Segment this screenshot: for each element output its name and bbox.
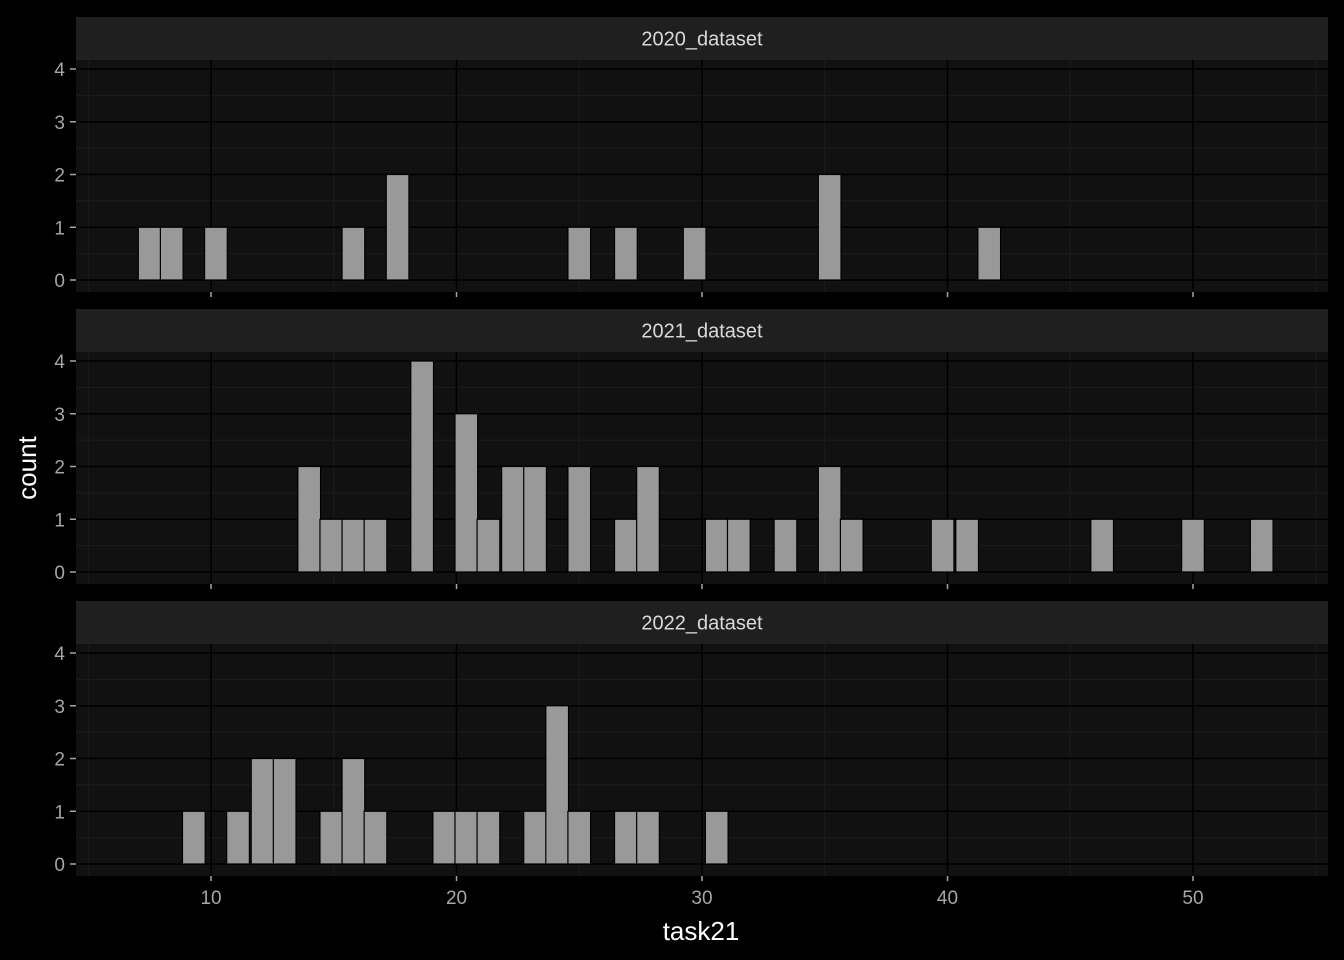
histogram-bar — [476, 810, 501, 865]
y-tick-label: 3 — [54, 113, 65, 134]
histogram-bar — [250, 757, 275, 865]
y-tick-label: 1 — [54, 510, 65, 531]
y-tick-label: 1 — [54, 802, 65, 823]
y-tick-label: 3 — [54, 697, 65, 718]
histogram-bar — [203, 226, 228, 281]
facet-strip — [76, 601, 1328, 644]
histogram-bar — [363, 810, 388, 865]
histogram-bar — [704, 810, 729, 865]
histogram-bar — [181, 810, 206, 865]
y-tick-label: 3 — [54, 405, 65, 426]
x-tick-label: 50 — [1182, 888, 1203, 909]
histogram-bar — [955, 518, 980, 573]
histogram-bar — [523, 465, 548, 573]
histogram-bar — [704, 518, 729, 573]
histogram-bar — [341, 757, 366, 865]
histogram-bar — [319, 518, 344, 573]
histogram-bar — [1249, 518, 1274, 573]
facet-strip-label: 2021_dataset — [641, 321, 763, 343]
histogram-bar — [272, 757, 297, 865]
histogram-bar — [454, 413, 479, 573]
y-tick-label: 2 — [54, 750, 65, 771]
histogram-bar — [773, 518, 798, 573]
facet-strip-label: 2022_dataset — [641, 613, 763, 635]
y-axis-title: count — [12, 435, 42, 499]
histogram-bar — [567, 465, 592, 573]
y-tick-label: 4 — [54, 352, 65, 373]
facet-strip — [76, 309, 1328, 352]
x-axis: 10 20 30 40 50 — [200, 888, 1203, 909]
x-axis-title: task21 — [663, 916, 740, 946]
histogram-bar — [523, 810, 548, 865]
y-tick-label: 4 — [54, 644, 65, 665]
histogram-bar — [977, 226, 1002, 281]
y-tick-label: 0 — [54, 271, 65, 292]
histogram-bar — [545, 705, 570, 865]
facet-strip — [76, 17, 1328, 60]
histogram-bar — [159, 226, 184, 281]
x-tick-label: 30 — [691, 888, 712, 909]
facet-strip-label: 2020_dataset — [641, 29, 763, 51]
histogram-bar — [839, 518, 864, 573]
histogram-bar — [817, 465, 842, 573]
histogram-bar — [476, 518, 501, 573]
histogram-bar — [636, 810, 660, 865]
histogram-bar — [1181, 518, 1205, 573]
histogram-bar — [817, 173, 842, 281]
facet-panels: 2020_dataset012342021_dataset012342022_d… — [54, 17, 1328, 881]
histogram-bar — [341, 226, 366, 281]
histogram-bar — [567, 226, 592, 281]
y-tick-label: 2 — [54, 458, 65, 479]
facet-2020_dataset: 2020_dataset 0 1 2 3 4 — [54, 17, 1328, 297]
y-tick-label: 1 — [54, 218, 65, 239]
histogram-bar — [613, 226, 638, 281]
facet-2021_dataset: 2021_dataset 0 1 2 3 4 — [54, 309, 1328, 589]
x-tick-label: 10 — [200, 888, 221, 909]
histogram-bar — [319, 810, 344, 865]
histogram-bar — [363, 518, 388, 573]
y-tick-label: 0 — [54, 855, 65, 876]
x-tick-label: 40 — [937, 888, 958, 909]
histogram-bar — [501, 465, 525, 573]
y-tick-label: 2 — [54, 166, 65, 187]
histogram-bar — [726, 518, 751, 573]
x-tick-label: 20 — [446, 888, 467, 909]
histogram-bar — [454, 810, 479, 865]
y-tick-label: 4 — [54, 60, 65, 81]
histogram-bar — [385, 173, 410, 281]
histogram-bar — [613, 518, 638, 573]
histogram-bar — [636, 465, 660, 573]
y-tick-label: 0 — [54, 563, 65, 584]
histogram-bar — [567, 810, 592, 865]
histogram-bar — [682, 226, 707, 281]
histogram-bar — [410, 360, 435, 573]
histogram-bar — [226, 810, 250, 865]
histogram-bar — [137, 226, 162, 281]
histogram-bar — [432, 810, 457, 865]
facet-2022_dataset: 2022_dataset 0 1 2 3 4 — [54, 601, 1328, 881]
histogram-bar — [930, 518, 955, 573]
histogram-bar — [1090, 518, 1115, 573]
histogram-bar — [341, 518, 366, 573]
histogram-bar — [613, 810, 638, 865]
histogram-bar — [297, 465, 322, 573]
